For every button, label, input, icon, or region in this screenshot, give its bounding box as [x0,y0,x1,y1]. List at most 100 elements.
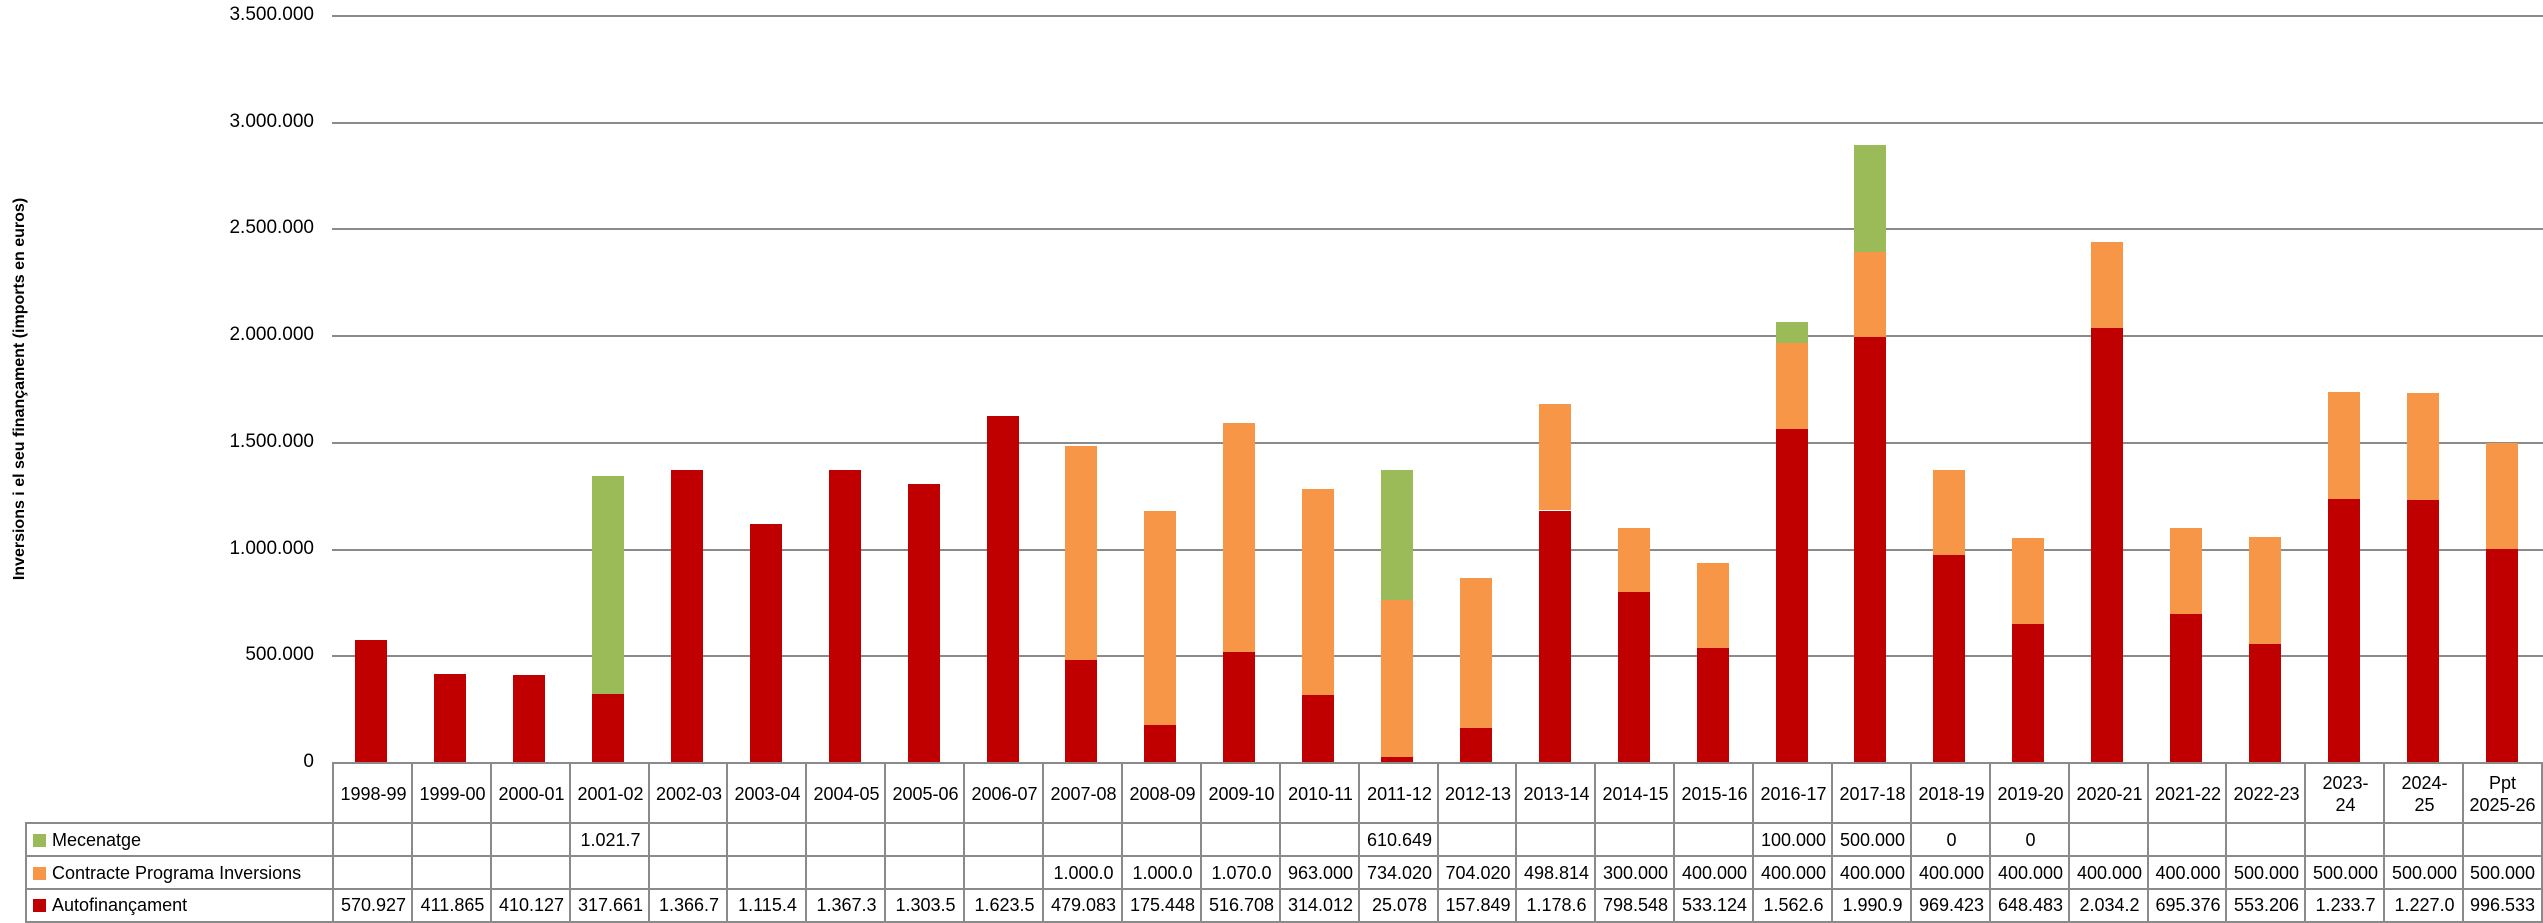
table-cell-mecenatge: 1.021.7 [569,822,650,857]
table-cell-autofinan-ament: 648.483 [1989,888,2070,923]
bar-segment-contracte-programa-inversions [2249,537,2281,644]
table-cell-contracte-programa-inversions: 1.000.0 [1121,855,1202,890]
bar-segment-autofinan-ament [750,523,782,762]
table-cell-contracte-programa-inversions: 500.000 [2225,855,2306,890]
bar-segment-contracte-programa-inversions [1697,562,1729,649]
table-cell-mecenatge [1673,822,1754,857]
x-axis-label: 2007-08 [1042,762,1123,824]
y-axis-tick-label: 1.000.000 [229,538,314,559]
legend-swatch-autofinan-ament [33,899,46,912]
bar-segment-contracte-programa-inversions [1776,343,1808,429]
y-axis-title: Inversions i el seu finançament (imports… [11,197,28,581]
x-axis-label: 2002-03 [648,762,728,824]
x-axis-label: 2009-10 [1200,762,1281,824]
table-cell-autofinan-ament: 1.367.3 [805,888,886,923]
table-cell-autofinan-ament: 533.124 [1673,888,1754,923]
table-cell-mecenatge: 500.000 [1831,822,1912,857]
y-axis-tick-label: 500.000 [245,644,314,665]
x-axis-label: 2023- 24 [2304,762,2385,824]
table-cell-autofinan-ament: 410.127 [490,888,571,923]
table-cell-contracte-programa-inversions [884,855,965,890]
bar-segment-mecenatge [1776,321,1808,344]
bar-segment-contracte-programa-inversions [1854,251,1886,338]
table-cell-contracte-programa-inversions [963,855,1044,890]
bar-segment-autofinan-ament [1618,591,1650,762]
bar-segment-contracte-programa-inversions [2328,392,2360,499]
table-cell-mecenatge [332,822,413,857]
legend-label-autofinan-ament: Autofinançament [25,888,334,923]
table-cell-mecenatge [1042,822,1123,857]
table-cell-contracte-programa-inversions: 963.000 [1279,855,1360,890]
table-cell-contracte-programa-inversions: 704.020 [1437,855,1517,890]
bar-segment-contracte-programa-inversions [1539,403,1571,511]
bar-segment-autofinan-ament [2012,623,2044,762]
y-axis-tick-label: 3.000.000 [229,111,314,132]
gridline [332,655,2543,657]
x-axis-label: 2010-11 [1279,762,1360,824]
table-cell-autofinan-ament: 157.849 [1437,888,1517,923]
gridline [332,442,2543,444]
table-cell-mecenatge: 100.000 [1752,822,1833,857]
table-cell-autofinan-ament: 1.303.5 [884,888,965,923]
bar-segment-contracte-programa-inversions [2091,242,2123,328]
x-axis-label: 2017-18 [1831,762,1912,824]
table-cell-mecenatge [1121,822,1202,857]
table-cell-contracte-programa-inversions: 400.000 [1989,855,2070,890]
gridline [332,228,2543,230]
table-cell-mecenatge [963,822,1044,857]
x-axis-label: 2005-06 [884,762,965,824]
table-cell-mecenatge [2068,822,2149,857]
bar-segment-contracte-programa-inversions [1302,489,1334,695]
table-cell-mecenatge: 0 [1989,822,2070,857]
x-axis-label: 2018-19 [1910,762,1991,824]
y-axis-tick-label: 2.500.000 [229,217,314,238]
bar-segment-autofinan-ament [592,694,624,762]
table-cell-contracte-programa-inversions: 500.000 [2304,855,2385,890]
bar-segment-autofinan-ament [1144,724,1176,762]
table-cell-autofinan-ament: 1.227.0 [2383,888,2464,923]
x-axis-label: 2003-04 [726,762,807,824]
gridline [332,549,2543,551]
table-cell-contracte-programa-inversions: 498.814 [1515,855,1596,890]
table-cell-contracte-programa-inversions: 500.000 [2383,855,2464,890]
x-axis-label: 2014-15 [1594,762,1675,824]
table-cell-mecenatge [2462,822,2543,857]
bar-segment-autofinan-ament [2091,327,2123,762]
table-cell-contracte-programa-inversions [332,855,413,890]
table-cell-mecenatge [1437,822,1517,857]
table-cell-contracte-programa-inversions [569,855,650,890]
bar-segment-autofinan-ament [1697,648,1729,762]
x-axis-label: 2015-16 [1673,762,1754,824]
series-name: Autofinançament [52,895,188,916]
gridline [332,335,2543,337]
table-cell-autofinan-ament: 2.034.2 [2068,888,2149,923]
table-cell-mecenatge [2225,822,2306,857]
x-axis-label: 2001-02 [569,762,650,824]
series-name: Contracte Programa Inversions [52,863,302,884]
bar-segment-autofinan-ament [2170,613,2202,762]
table-cell-mecenatge [1594,822,1675,857]
legend-swatch-contracte-programa-inversions [33,867,46,880]
table-cell-mecenatge [411,822,492,857]
y-axis-tick-label: 0 [303,751,314,772]
table-cell-contracte-programa-inversions: 400.000 [1910,855,1991,890]
table-cell-contracte-programa-inversions [805,855,886,890]
table-cell-mecenatge: 0 [1910,822,1991,857]
table-cell-contracte-programa-inversions [726,855,807,890]
bar-segment-contracte-programa-inversions [1065,446,1097,660]
table-cell-autofinan-ament: 317.661 [569,888,650,923]
table-cell-autofinan-ament: 479.083 [1042,888,1123,923]
x-axis-label: 2008-09 [1121,762,1202,824]
table-cell-mecenatge [2147,822,2227,857]
bar-segment-contracte-programa-inversions [2407,393,2439,501]
bar-segment-autofinan-ament [434,674,466,762]
table-cell-mecenatge [1515,822,1596,857]
table-cell-autofinan-ament: 1.366.7 [648,888,728,923]
gridline [332,122,2543,124]
x-axis-label: 1999-00 [411,762,492,824]
table-cell-contracte-programa-inversions: 500.000 [2462,855,2543,890]
bar-segment-contracte-programa-inversions [1144,511,1176,725]
bar-segment-mecenatge [1854,145,1886,252]
table-cell-autofinan-ament: 411.865 [411,888,492,923]
